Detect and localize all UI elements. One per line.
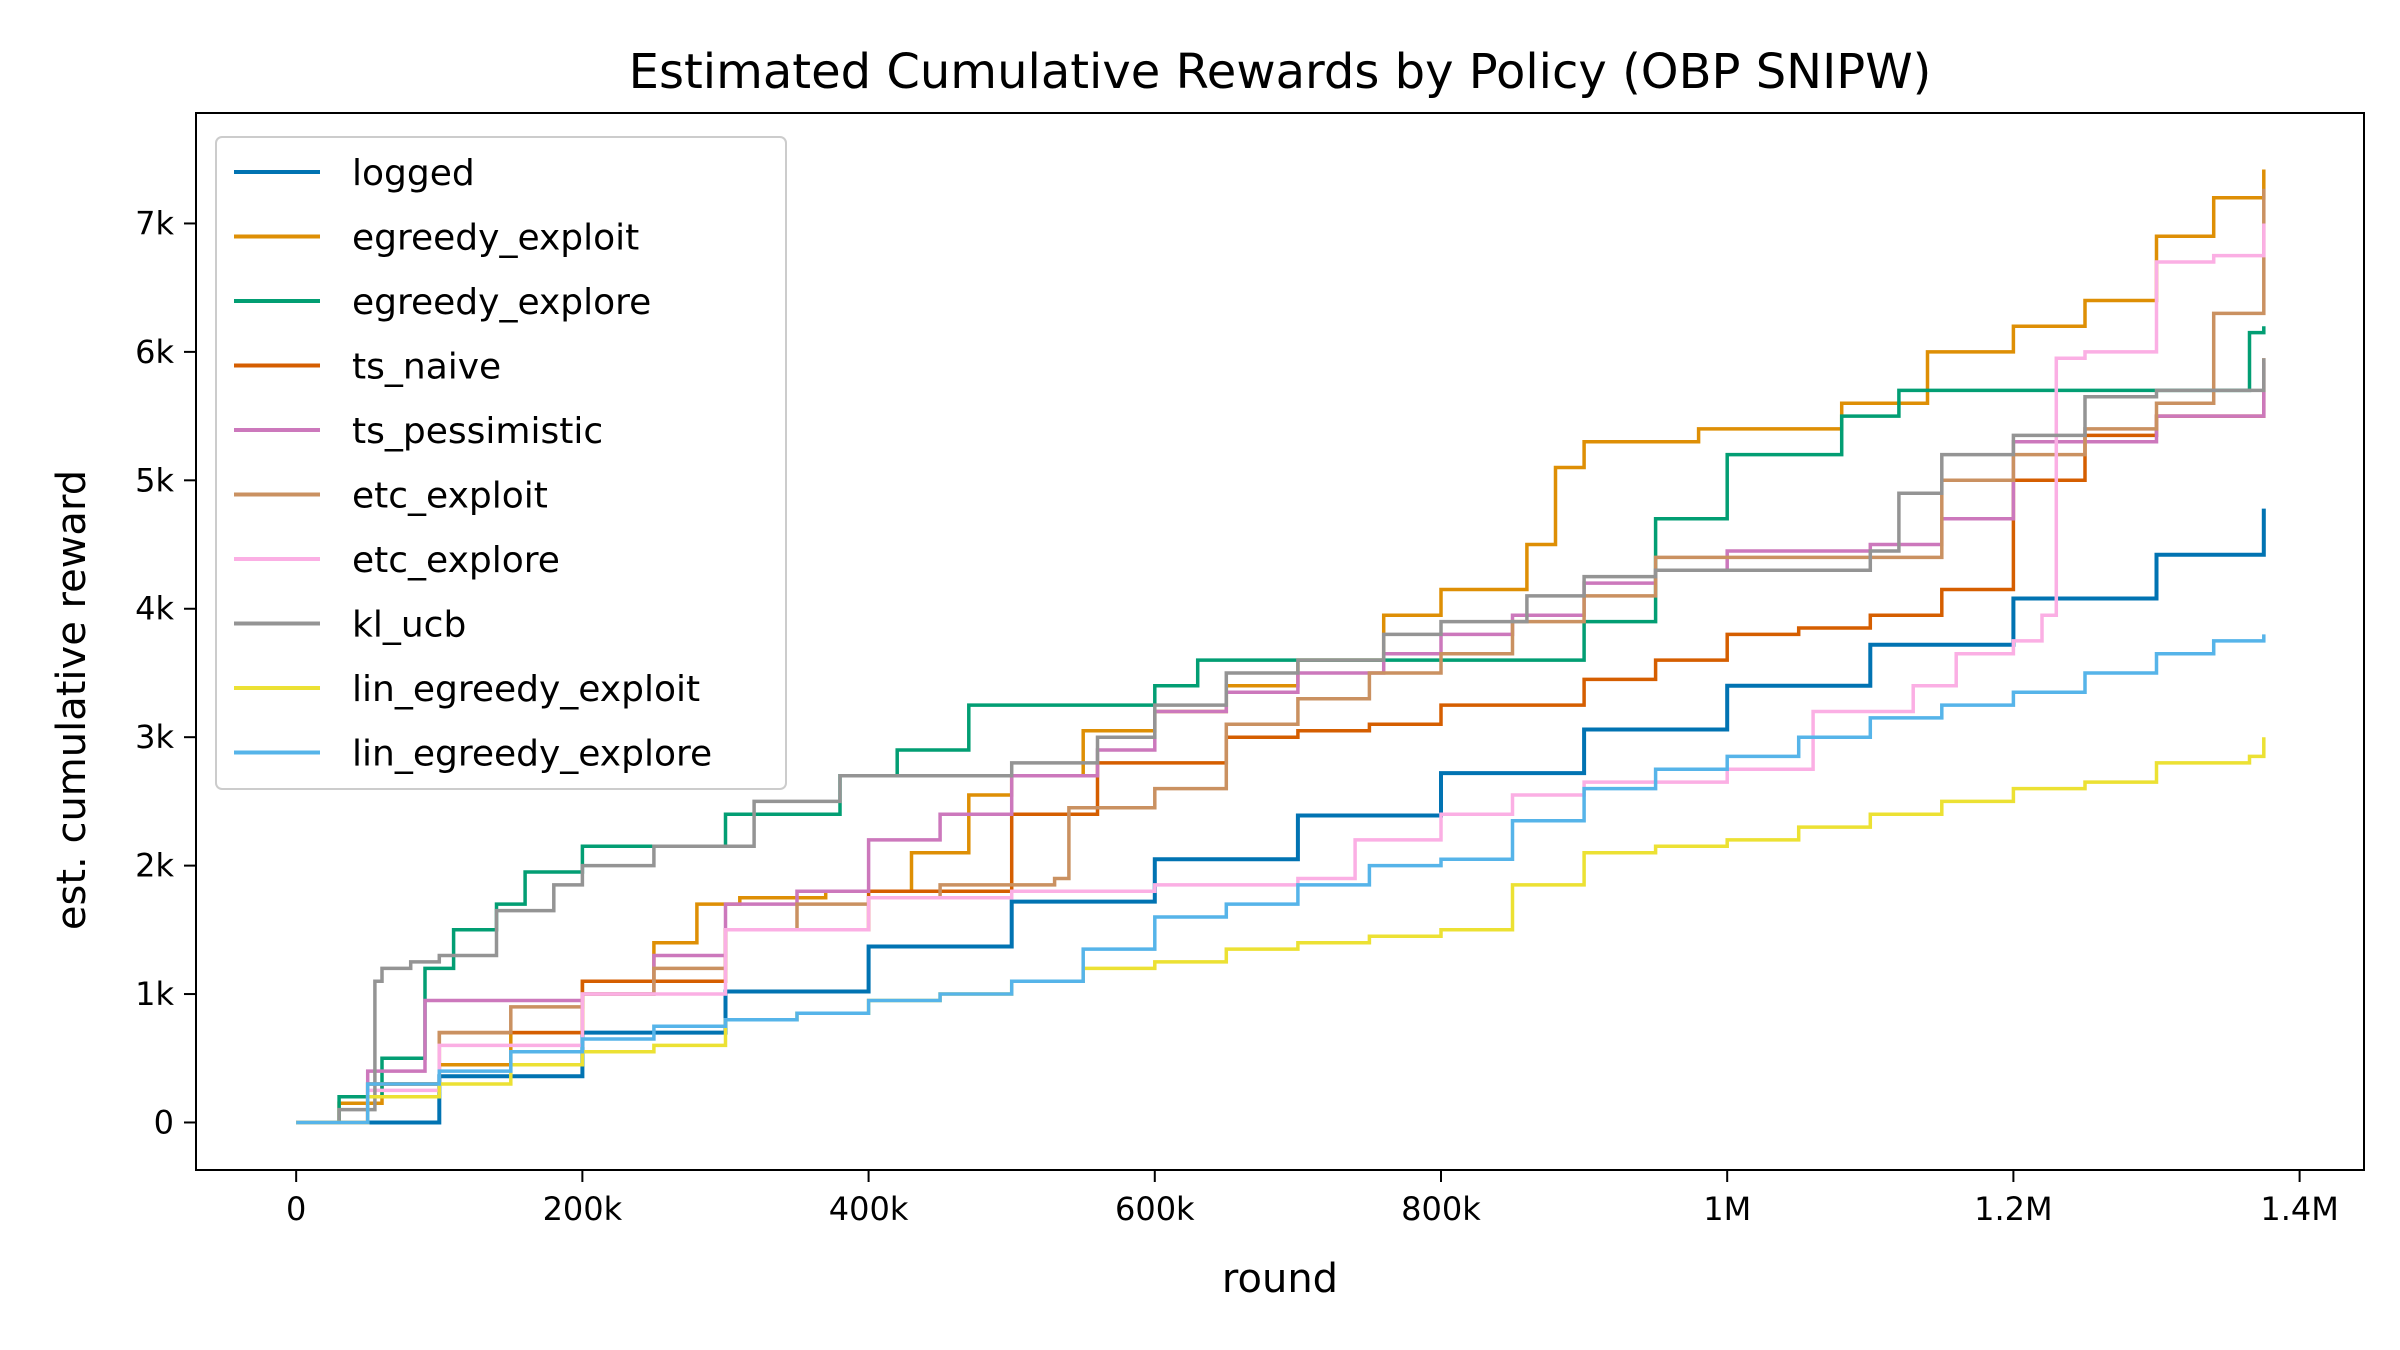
series-line-egreedy-explore <box>296 326 2266 1125</box>
plot-frame <box>195 112 2365 1171</box>
legend-label-etc-exploit: etc_exploit <box>352 476 548 517</box>
legend-label-ts-pessimistic: ts_pessimistic <box>352 411 603 452</box>
y-tick-label: 5k <box>135 461 174 499</box>
x-tick-label: 600k <box>1115 1190 1195 1228</box>
y-tick-label: 4k <box>135 590 174 628</box>
y-axis: 0 1k 2k 3k 4k 5k 6k 7k <box>135 204 196 1141</box>
legend-label-ts-naive: ts_naive <box>352 347 501 388</box>
x-tick-label: 800k <box>1401 1190 1481 1228</box>
legend-box <box>215 136 787 790</box>
y-tick-label: 0 <box>154 1103 174 1141</box>
chart-title: Estimated Cumulative Rewards by Policy (… <box>629 44 1932 100</box>
series-line-kl-ucb <box>296 358 2266 1125</box>
legend-label-etc-explore: etc_explore <box>352 540 560 581</box>
legend-label-logged: logged <box>352 153 475 194</box>
series-line-lin-egreedy-exploit <box>296 737 2266 1125</box>
x-tick-label: 1.2M <box>1974 1190 2053 1228</box>
legend-label-lin-egreedy-explore: lin_egreedy_explore <box>352 734 712 775</box>
legend: logged egreedy_exploit egreedy_explore ts_n… <box>215 136 787 790</box>
y-tick-label: 6k <box>135 333 174 371</box>
y-tick-label: 7k <box>135 204 174 242</box>
series-layer <box>296 169 2266 1125</box>
series-line-logged <box>296 508 2266 1125</box>
x-tick-label: 1M <box>1703 1190 1751 1228</box>
y-axis-title: est. cumulative reward <box>49 470 95 930</box>
y-tick-label: 1k <box>135 975 174 1013</box>
x-tick-label: 200k <box>543 1190 623 1228</box>
series-line-lin-egreedy-explore <box>296 634 2266 1125</box>
legend-label-egreedy-exploit: egreedy_exploit <box>352 218 639 259</box>
legend-label-lin-egreedy-exploit: lin_egreedy_exploit <box>352 669 700 710</box>
legend-label-kl-ucb: kl_ucb <box>352 605 466 646</box>
y-tick-label: 3k <box>135 718 174 756</box>
x-tick-label: 0 <box>286 1190 306 1228</box>
x-axis: 0 200k 400k 600k 800k 1M 1.2M 1.4M <box>286 1170 2339 1228</box>
x-tick-label: 1.4M <box>2260 1190 2339 1228</box>
x-axis-title: round <box>1222 1256 1338 1302</box>
y-tick-label: 2k <box>135 847 174 885</box>
x-tick-label: 400k <box>829 1190 909 1228</box>
legend-label-egreedy-explore: egreedy_explore <box>352 282 651 323</box>
